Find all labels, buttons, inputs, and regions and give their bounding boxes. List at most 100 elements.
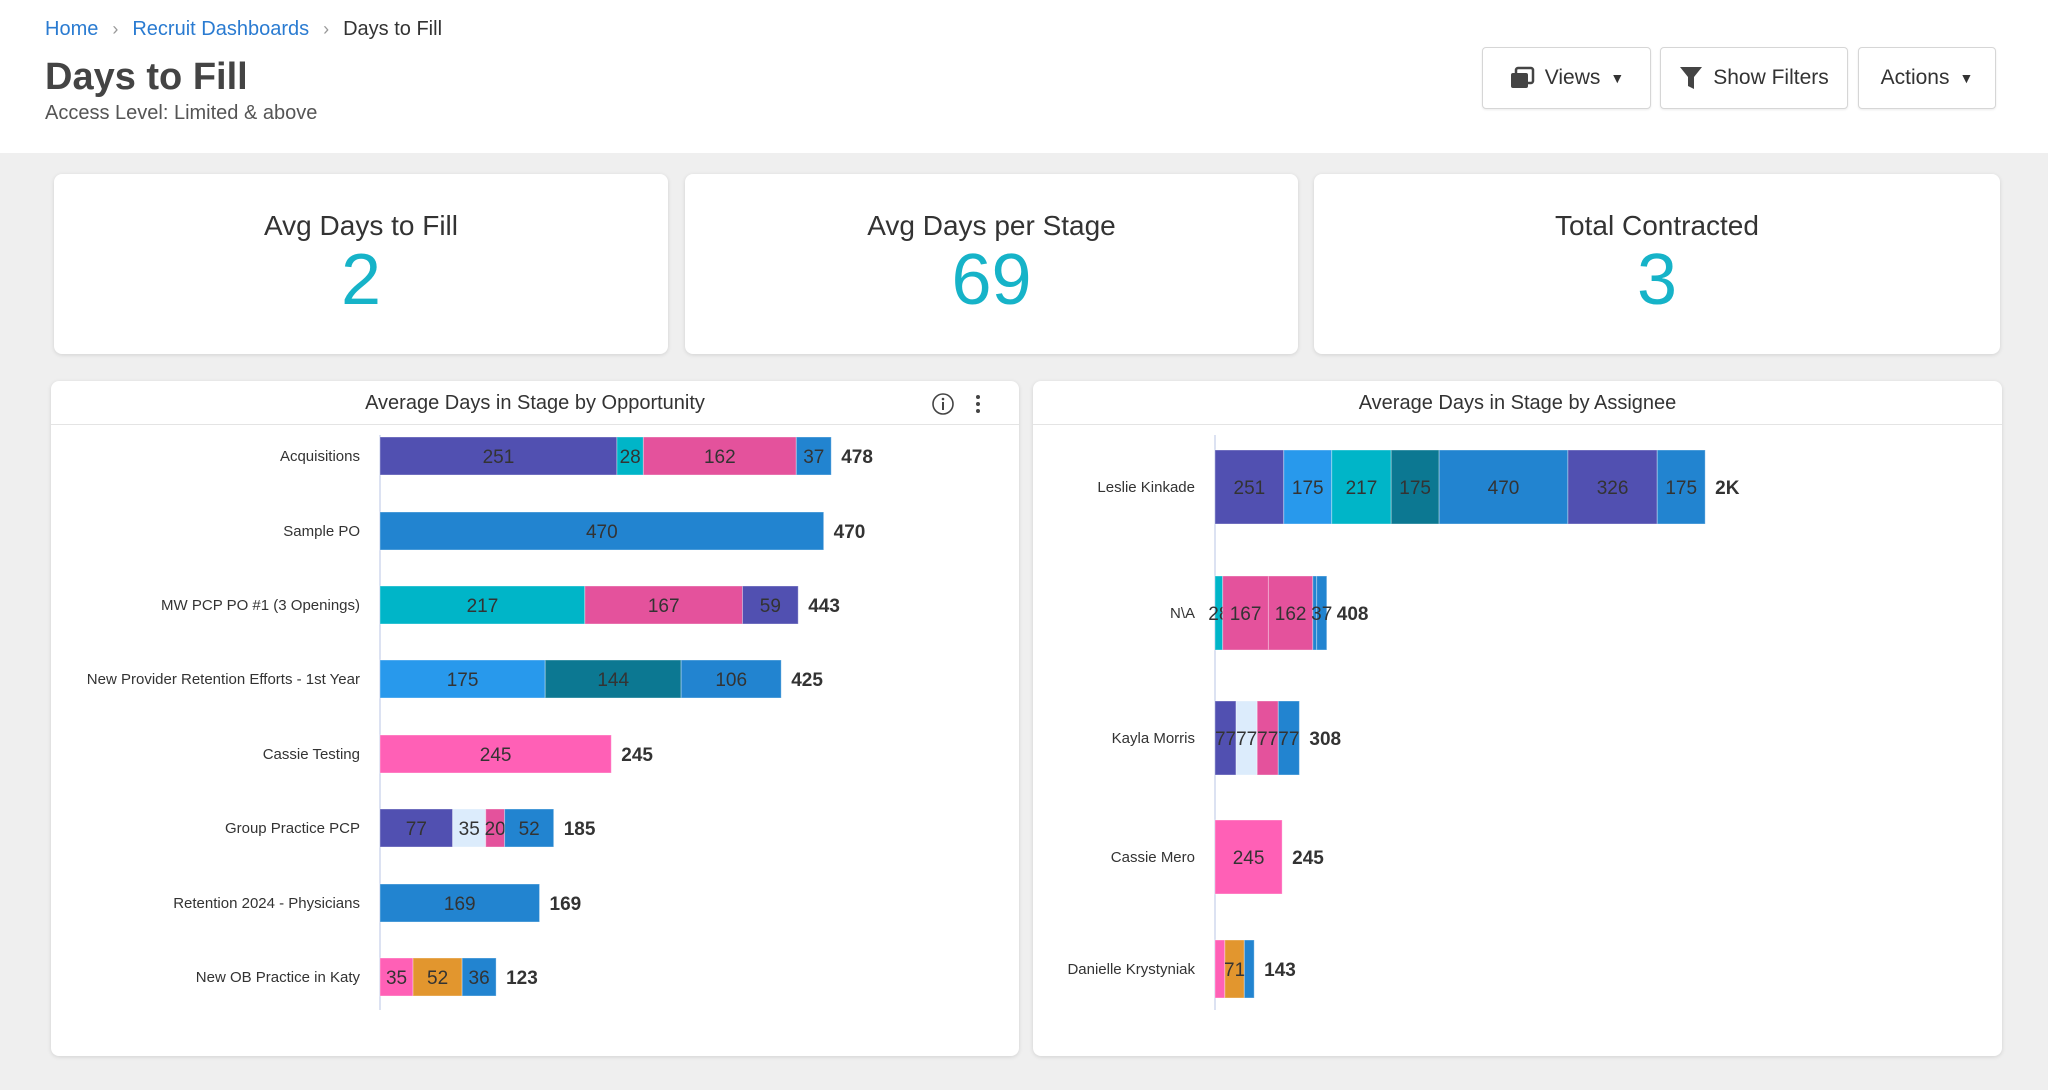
bar-segment[interactable] xyxy=(741,585,799,625)
segment-label: 77 xyxy=(1236,729,1257,750)
total-label: 443 xyxy=(808,596,840,617)
segment-label: 59 xyxy=(760,596,781,617)
chart-panel-assignee: Average Days in Stage by Assignee Leslie… xyxy=(1033,381,2002,1056)
more-options-icon[interactable] xyxy=(973,392,983,416)
bar-segment[interactable] xyxy=(1214,819,1283,895)
total-label: 169 xyxy=(550,894,582,915)
bar-segment[interactable] xyxy=(1243,939,1255,999)
segment-label: 245 xyxy=(1233,848,1265,869)
kpi-label: Avg Days per Stage xyxy=(867,210,1116,241)
chevron-right-icon: › xyxy=(323,19,330,39)
segment-label: 162 xyxy=(1275,604,1307,625)
segment-label: 251 xyxy=(1234,478,1266,499)
bar-segment[interactable] xyxy=(1283,449,1333,525)
bar-segment[interactable] xyxy=(461,957,497,997)
segment-label: 37 xyxy=(1311,604,1332,625)
bar-segment[interactable] xyxy=(642,436,797,476)
bar-segment[interactable] xyxy=(1277,700,1300,776)
kpi-label: Total Contracted xyxy=(1555,210,1759,241)
show-filters-button[interactable]: Show Filters xyxy=(1660,47,1848,109)
segment-label: 217 xyxy=(1346,478,1378,499)
show-filters-label: Show Filters xyxy=(1713,66,1829,89)
bar-segment[interactable] xyxy=(1316,575,1328,651)
segment-label: 77 xyxy=(1257,729,1278,750)
segment-label: 175 xyxy=(447,670,479,691)
bar-segment[interactable] xyxy=(379,957,414,997)
bar-segment[interactable] xyxy=(379,436,618,476)
bar-segment[interactable] xyxy=(584,585,743,625)
bar-segment[interactable] xyxy=(1567,449,1658,525)
breadcrumb-recruit-dashboards[interactable]: Recruit Dashboards xyxy=(132,18,310,40)
segment-label: 470 xyxy=(586,522,618,543)
bar-segment[interactable] xyxy=(1390,449,1440,525)
segment-label: 169 xyxy=(444,894,476,915)
segment-label: 175 xyxy=(1292,478,1324,499)
segment-label: 175 xyxy=(1665,478,1697,499)
assignee-bar-chart: Leslie Kinkade 251 175 217 175 470 326 175 2K N\A… xyxy=(1067,435,1740,1010)
bar-segment[interactable] xyxy=(379,511,825,551)
bar-segment[interactable] xyxy=(1222,575,1269,651)
views-label: Views xyxy=(1544,66,1601,89)
page-title: Days to Fill xyxy=(45,56,248,98)
breadcrumb-home[interactable]: Home xyxy=(45,18,99,40)
breadcrumb-current: Days to Fill xyxy=(343,18,443,40)
info-icon[interactable] xyxy=(931,392,955,416)
total-label: 185 xyxy=(564,819,596,840)
segment-label: 217 xyxy=(467,596,499,617)
page-header: Home › Recruit Dashboards › Days to Fill… xyxy=(0,0,2048,153)
bar-segment[interactable] xyxy=(412,957,463,997)
opportunity-bar-chart: Acquisitions 251 28 162 37 478 Sample PO 470 470… xyxy=(87,435,873,1010)
breadcrumb: Home › Recruit Dashboards › Days to Fill xyxy=(45,18,442,41)
bar-segment[interactable] xyxy=(616,436,644,476)
segment-label: 36 xyxy=(469,968,490,989)
bar-segment[interactable] xyxy=(379,883,541,923)
bar-segment[interactable] xyxy=(544,659,682,699)
chart-panel-opportunity: Average Days in Stage by Opportunity Acq… xyxy=(51,381,1019,1056)
segment-label: 20 xyxy=(485,819,506,840)
category-label: MW PCP PO #1 (3 Openings) xyxy=(161,597,360,614)
segment-label: 77 xyxy=(406,819,427,840)
segment-label: 71 xyxy=(1224,960,1245,981)
total-label: 425 xyxy=(791,670,823,691)
bar-segment[interactable] xyxy=(795,436,832,476)
chart-title: Average Days in Stage by Assignee xyxy=(1358,392,1677,414)
bar-segment[interactable] xyxy=(379,734,612,774)
bar-segment[interactable] xyxy=(680,659,782,699)
segment-label: 175 xyxy=(1399,478,1431,499)
kpi-avg-days-to-fill: Avg Days to Fill 2 xyxy=(54,174,668,354)
category-label: New OB Practice in Katy xyxy=(196,969,361,986)
bar-segment[interactable] xyxy=(1656,449,1706,525)
segment-label: 162 xyxy=(704,447,736,468)
bar-segment[interactable] xyxy=(379,808,454,848)
segment-label: 106 xyxy=(715,670,747,691)
category-label: Danielle Krystyniak xyxy=(1067,961,1195,978)
total-label: 308 xyxy=(1309,729,1341,750)
chart-title: Average Days in Stage by Opportunity xyxy=(365,392,705,414)
actions-button[interactable]: Actions ▼ xyxy=(1858,47,1996,109)
bar-segment[interactable] xyxy=(379,659,546,699)
category-label: Group Practice PCP xyxy=(225,820,360,837)
segment-label: 470 xyxy=(1488,478,1520,499)
segment-label: 77 xyxy=(1215,729,1236,750)
bar-segment[interactable] xyxy=(1438,449,1569,525)
segment-label: 52 xyxy=(427,968,448,989)
category-label: Leslie Kinkade xyxy=(1097,479,1195,496)
bar-segment[interactable] xyxy=(452,808,487,848)
kpi-value: 3 xyxy=(1636,240,1678,320)
views-icon xyxy=(1510,66,1534,88)
views-button[interactable]: Views ▼ xyxy=(1482,47,1651,109)
segment-label: 35 xyxy=(459,819,480,840)
bar-segment[interactable] xyxy=(1214,700,1237,776)
bar-segment[interactable] xyxy=(1331,449,1392,525)
chevron-right-icon: › xyxy=(112,19,119,39)
kpi-total-contracted: Total Contracted 3 xyxy=(1314,174,2000,354)
kpi-value: 2 xyxy=(340,240,382,320)
category-label: Sample PO xyxy=(283,523,360,540)
total-label: 123 xyxy=(506,968,538,989)
segment-label: 144 xyxy=(597,670,629,691)
kpi-value: 69 xyxy=(951,240,1032,320)
bar-segment[interactable] xyxy=(504,808,555,848)
caret-down-icon: ▼ xyxy=(1610,70,1625,86)
segment-label: 77 xyxy=(1278,729,1299,750)
category-label: Kayla Morris xyxy=(1112,730,1195,747)
